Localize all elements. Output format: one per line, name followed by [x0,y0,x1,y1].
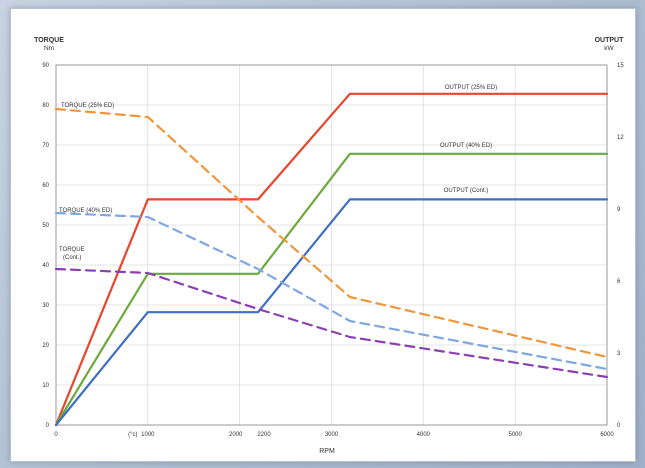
series-label-1: OUTPUT (40% ED) [440,143,492,149]
series-line-1 [54,152,609,427]
series-line-2 [54,198,609,427]
y-tick-left: 90 [42,63,49,69]
series-line-0 [54,92,609,427]
series-label-5: TORQUE [59,247,85,253]
grid [56,64,607,426]
y-tick-right: 6 [617,279,621,285]
y-tick-left: 10 [42,383,49,389]
x-tick: 6000 [600,432,614,438]
y-tick-left: 60 [42,183,49,189]
series-label-2: OUTPUT (Cont.) [444,188,489,194]
y-tick-left: 40 [42,263,49,269]
y-tick-right: 0 [617,423,621,429]
chart-frame: 0 10 20 30 40 50 60 70 80 90 0 1000 2000 2200 3000 4000… [10,8,636,462]
series-label-5-line2: (Cont.) [63,255,81,261]
y-tick-left: 70 [42,143,49,149]
series-line-5 [54,267,609,379]
x-tick: 2000 [229,432,243,438]
y-tick-right: 3 [617,351,621,357]
y-tick-left: 20 [42,343,49,349]
series-lines [54,92,609,427]
y-axis-right-title-line2: kW [604,45,614,52]
series-line-3 [54,107,609,359]
series-label-0: OUTPUT (25% ED) [445,85,497,91]
y-axis-left-title-line2: Nm [44,45,54,52]
series-line-4 [54,211,609,371]
x-tick: 1000 [141,432,155,438]
y-tick-right: 9 [617,207,621,213]
x-tick-note: (°c) [128,432,137,438]
series-labels: OUTPUT (25% ED) OUTPUT (40% ED) OUTPUT (Co… [59,85,497,261]
x-tick: 2200 [257,432,271,438]
y-tick-right: 12 [617,135,624,141]
x-tick: 5000 [508,432,522,438]
plot-border [55,64,608,426]
y-axis-right-title-line1: OUTPUT [595,37,625,44]
x-tick: 0 [54,432,58,438]
y-tick-right: 15 [617,63,624,69]
y-axis-left-title-line1: TORQUE [34,37,64,44]
series-label-3: TORQUE (25% ED) [61,103,114,109]
x-tick: 3000 [325,432,339,438]
x-tick: 4000 [417,432,431,438]
y-tick-left: 30 [42,303,49,309]
y-tick-left: 50 [42,223,49,229]
x-axis-title: RPM [319,448,335,455]
y-tick-left: 0 [46,423,50,429]
series-label-4: TORQUE (40% ED) [59,208,112,214]
y-tick-left: 80 [42,103,49,109]
